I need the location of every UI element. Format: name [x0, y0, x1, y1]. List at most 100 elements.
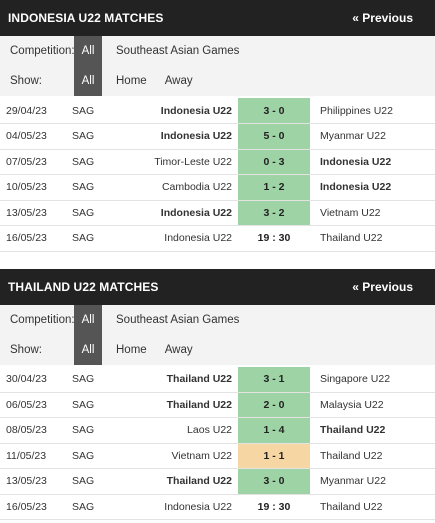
section-header: THAILAND U22 MATCHES « Previous [0, 268, 435, 305]
home-team: Thailand U22 [166, 398, 232, 411]
match-date: 16/05/23 [6, 500, 47, 513]
competition-filter: Competition: All Southeast Asian Games [0, 36, 435, 66]
match-date: 29/04/23 [6, 104, 47, 117]
section-header: INDONESIA U22 MATCHES « Previous [0, 0, 435, 36]
match-score: 3 - 2 [238, 200, 310, 226]
match-row[interactable]: 07/05/23 SAG Timor-Leste U22 0 - 3 Indonesia… [0, 149, 435, 175]
section-title: INDONESIA U22 MATCHES [8, 11, 164, 25]
home-team: Indonesia U22 [164, 232, 232, 245]
match-date: 30/04/23 [6, 373, 47, 385]
match-score: 0 - 3 [238, 149, 310, 175]
match-row[interactable]: 16/05/23 SAG Indonesia U22 19 : 30 Thailand … [0, 225, 435, 251]
match-competition: SAG [72, 398, 95, 411]
matches-table: 30/04/23 SAG Thailand U22 3 - 1 Singapore U2… [0, 366, 435, 521]
home-team: Indonesia U22 [160, 206, 232, 219]
match-date: 07/05/23 [6, 155, 47, 168]
previous-link[interactable]: « Previous [352, 279, 413, 294]
show-away-tab[interactable]: Away [164, 75, 193, 87]
match-score: 2 - 0 [238, 392, 310, 418]
match-score: 19 : 30 [238, 225, 310, 251]
home-team: Laos U22 [187, 424, 232, 437]
match-row[interactable]: 06/05/23 SAG Thailand U22 2 - 0 Malaysia U22 [0, 392, 435, 418]
home-team: Thailand U22 [166, 373, 232, 385]
match-row[interactable]: 13/05/23 SAG Indonesia U22 3 - 2 Vietnam U22 [0, 200, 435, 226]
match-competition: SAG [72, 155, 95, 168]
match-competition: SAG [72, 475, 95, 488]
away-team: Singapore U22 [320, 373, 391, 385]
competition-filter: Competition: All Southeast Asian Games [0, 304, 435, 335]
home-team: Indonesia U22 [160, 104, 232, 117]
match-competition: SAG [72, 449, 95, 462]
competition-sag-tab[interactable]: Southeast Asian Games [116, 313, 240, 326]
section-title: THAILAND U22 MATCHES [8, 279, 159, 294]
match-score: 3 - 1 [238, 366, 310, 392]
match-date: 13/05/23 [6, 206, 47, 219]
match-date: 10/05/23 [6, 181, 47, 194]
away-team: Myanmar U22 [320, 475, 386, 488]
show-filter: Show: All Home Away [0, 334, 435, 365]
match-row[interactable]: 30/04/23 SAG Thailand U22 3 - 1 Singapore U2… [0, 366, 435, 392]
show-home-tab[interactable]: Home [116, 343, 147, 356]
away-team: Malaysia U22 [320, 398, 384, 411]
show-all-tab[interactable]: All [74, 66, 102, 96]
home-team: Indonesia U22 [160, 130, 232, 143]
home-team: Thailand U22 [166, 475, 232, 488]
previous-link[interactable]: « Previous [352, 11, 413, 25]
home-team: Timor-Leste U22 [154, 155, 232, 168]
match-competition: SAG [72, 130, 95, 143]
show-filter: Show: All Home Away [0, 66, 435, 96]
show-all-tab[interactable]: All [74, 334, 102, 365]
match-score: 19 : 30 [238, 494, 310, 520]
show-home-tab[interactable]: Home [116, 75, 147, 87]
indonesia-matches-section: INDONESIA U22 MATCHES « Previous Competi… [0, 0, 435, 252]
match-date: 08/05/23 [6, 424, 47, 437]
match-competition: SAG [72, 104, 95, 117]
show-label: Show: [10, 343, 42, 356]
match-date: 04/05/23 [6, 130, 47, 143]
matches-table: 29/04/23 SAG Indonesia U22 3 - 0 Philippines… [0, 98, 435, 252]
match-score: 1 - 1 [238, 443, 310, 469]
match-row[interactable]: 08/05/23 SAG Laos U22 1 - 4 Thailand U22 [0, 417, 435, 443]
match-competition: SAG [72, 500, 95, 513]
match-date: 11/05/23 [6, 449, 47, 462]
away-team: Vietnam U22 [320, 206, 381, 219]
match-row[interactable]: 29/04/23 SAG Indonesia U22 3 - 0 Philippines… [0, 98, 435, 124]
match-date: 06/05/23 [6, 398, 47, 411]
away-team: Thailand U22 [320, 500, 383, 513]
home-team: Cambodia U22 [161, 181, 232, 194]
show-away-tab[interactable]: Away [164, 343, 193, 356]
away-team: Philippines U22 [320, 104, 393, 117]
match-competition: SAG [72, 206, 95, 219]
match-score: 3 - 0 [238, 98, 310, 124]
match-date: 13/05/23 [6, 475, 47, 488]
match-row[interactable]: 11/05/23 SAG Vietnam U22 1 - 1 Thailand U22 [0, 443, 435, 469]
match-row[interactable]: 04/05/23 SAG Indonesia U22 5 - 0 Myanmar U22 [0, 123, 435, 149]
home-team: Indonesia U22 [164, 500, 232, 513]
away-team: Thailand U22 [320, 424, 386, 437]
away-team: Indonesia U22 [320, 155, 392, 168]
match-row[interactable]: 16/05/23 SAG Indonesia U22 19 : 30 Thailand … [0, 494, 435, 520]
competition-all-tab[interactable]: All [74, 36, 102, 66]
competition-all-tab[interactable]: All [74, 304, 102, 335]
competition-label: Competition: [10, 313, 75, 326]
competition-label: Competition: [10, 45, 75, 57]
match-score: 5 - 0 [238, 123, 310, 149]
match-score: 3 - 0 [238, 468, 310, 494]
competition-sag-tab[interactable]: Southeast Asian Games [116, 45, 240, 57]
away-team: Indonesia U22 [320, 181, 392, 194]
thailand-matches-section: THAILAND U22 MATCHES « Previous Competit… [0, 268, 435, 521]
home-team: Vietnam U22 [171, 449, 232, 462]
match-row[interactable]: 13/05/23 SAG Thailand U22 3 - 0 Myanmar U22 [0, 468, 435, 494]
match-competition: SAG [72, 181, 95, 194]
match-score: 1 - 2 [238, 174, 310, 200]
away-team: Myanmar U22 [320, 130, 386, 143]
match-competition: SAG [72, 232, 95, 245]
away-team: Thailand U22 [320, 232, 383, 245]
away-team: Thailand U22 [320, 449, 383, 462]
match-row[interactable]: 10/05/23 SAG Cambodia U22 1 - 2 Indonesia U2… [0, 174, 435, 200]
match-competition: SAG [72, 373, 95, 385]
match-score: 1 - 4 [238, 417, 310, 443]
show-label: Show: [10, 75, 42, 87]
match-date: 16/05/23 [6, 232, 47, 245]
match-competition: SAG [72, 424, 95, 437]
